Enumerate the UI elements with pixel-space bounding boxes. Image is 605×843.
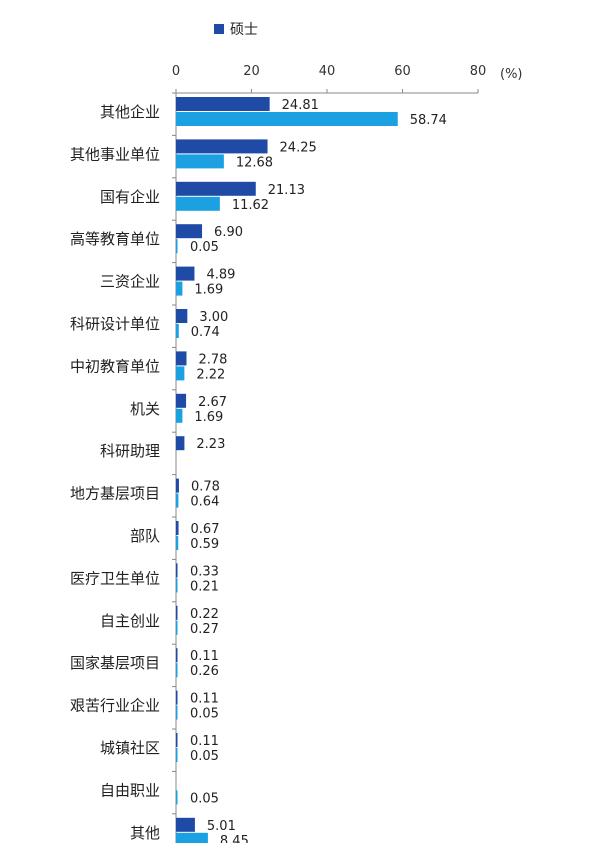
bar xyxy=(176,478,179,493)
category-label: 自由职业 xyxy=(100,781,160,799)
category-label: 国家基层项目 xyxy=(70,654,160,672)
data-label: 0.27 xyxy=(190,622,219,637)
category-label: 高等教育单位 xyxy=(70,230,160,248)
bar xyxy=(176,493,179,508)
bar xyxy=(176,324,179,338)
bar xyxy=(176,139,268,154)
category-label: 部队 xyxy=(130,527,160,545)
data-label: 24.81 xyxy=(282,98,319,113)
legend-swatch-icon xyxy=(214,24,224,34)
bar xyxy=(176,351,187,366)
category-label: 科研设计单位 xyxy=(70,315,160,333)
data-label: 0.59 xyxy=(190,537,219,552)
bar xyxy=(176,196,220,211)
category-label: 地方基层项目 xyxy=(70,485,160,503)
data-label: 0.22 xyxy=(190,607,219,622)
category-label: 城镇社区 xyxy=(100,739,160,757)
bar xyxy=(176,393,187,408)
data-label: 2.22 xyxy=(196,367,225,382)
data-label: 0.78 xyxy=(191,480,220,495)
data-label: 2.67 xyxy=(198,395,227,410)
data-label: 0.21 xyxy=(190,579,219,594)
bar xyxy=(176,578,178,593)
data-label: 0.11 xyxy=(190,734,219,749)
x-tick-label: 20 xyxy=(243,64,260,79)
data-label: 0.11 xyxy=(190,692,219,707)
bar xyxy=(176,408,183,423)
bar xyxy=(176,224,203,239)
data-label: 0.11 xyxy=(190,649,219,664)
data-label: 0.74 xyxy=(191,325,220,340)
x-tick-label: 60 xyxy=(394,64,411,79)
category-label: 艰苦行业企业 xyxy=(70,697,160,715)
bar xyxy=(176,366,185,381)
bar xyxy=(176,309,188,323)
data-label: 5.01 xyxy=(207,819,236,834)
bar xyxy=(176,620,178,635)
bar xyxy=(176,112,398,126)
bar xyxy=(176,154,224,169)
category-label: 医疗卫生单位 xyxy=(70,569,160,587)
category-label: 其他 xyxy=(130,824,160,842)
chart-legend: 硕士 xyxy=(214,19,258,39)
category-label: 其他企业 xyxy=(100,103,160,121)
bar xyxy=(176,663,178,678)
x-tick-label: 80 xyxy=(470,64,487,79)
data-label: 8.45 xyxy=(220,834,249,843)
data-label: 0.05 xyxy=(190,240,219,255)
data-label: 4.89 xyxy=(206,268,235,283)
category-label: 科研助理 xyxy=(100,442,160,460)
data-label: 0.05 xyxy=(190,749,219,764)
bar xyxy=(176,733,178,747)
data-label: 21.13 xyxy=(268,183,305,198)
data-label: 2.78 xyxy=(198,352,227,367)
bar xyxy=(176,817,195,832)
data-label: 0.33 xyxy=(190,564,219,579)
bar xyxy=(176,790,178,805)
bar xyxy=(176,605,178,620)
category-label: 国有企业 xyxy=(100,188,160,206)
bar xyxy=(176,181,256,196)
data-label: 24.25 xyxy=(280,140,317,155)
data-label: 0.26 xyxy=(190,664,219,679)
x-unit-label: (%) xyxy=(500,67,523,82)
x-tick-label: 0 xyxy=(172,64,180,79)
data-label: 12.68 xyxy=(236,155,273,170)
bar xyxy=(176,536,179,550)
bar xyxy=(176,563,178,578)
x-tick-label: 40 xyxy=(319,64,336,79)
bar xyxy=(176,832,208,843)
bar xyxy=(176,648,178,663)
data-label: 6.90 xyxy=(214,225,243,240)
category-label: 三资企业 xyxy=(100,273,160,291)
data-label: 0.64 xyxy=(190,495,219,510)
data-label: 11.62 xyxy=(232,198,269,213)
bar xyxy=(176,705,178,720)
data-label: 0.05 xyxy=(190,707,219,722)
data-label: 2.23 xyxy=(196,437,225,452)
category-label: 自主创业 xyxy=(100,612,160,630)
data-label: 0.67 xyxy=(191,522,220,537)
data-label: 0.05 xyxy=(190,791,219,806)
bar xyxy=(176,239,178,254)
data-label: 3.00 xyxy=(199,310,228,325)
category-label: 其他事业单位 xyxy=(70,145,160,163)
category-label: 机关 xyxy=(130,400,160,418)
data-label: 1.69 xyxy=(194,410,223,425)
bar xyxy=(176,281,183,296)
bar xyxy=(176,97,270,111)
bar xyxy=(176,690,178,705)
data-label: 1.69 xyxy=(194,283,223,298)
bar xyxy=(176,266,195,281)
bar xyxy=(176,521,179,535)
legend-label: 硕士 xyxy=(230,22,258,38)
bar xyxy=(176,748,178,762)
bar xyxy=(176,436,185,451)
category-label: 中初教育单位 xyxy=(70,357,160,375)
data-label: 58.74 xyxy=(410,113,447,128)
